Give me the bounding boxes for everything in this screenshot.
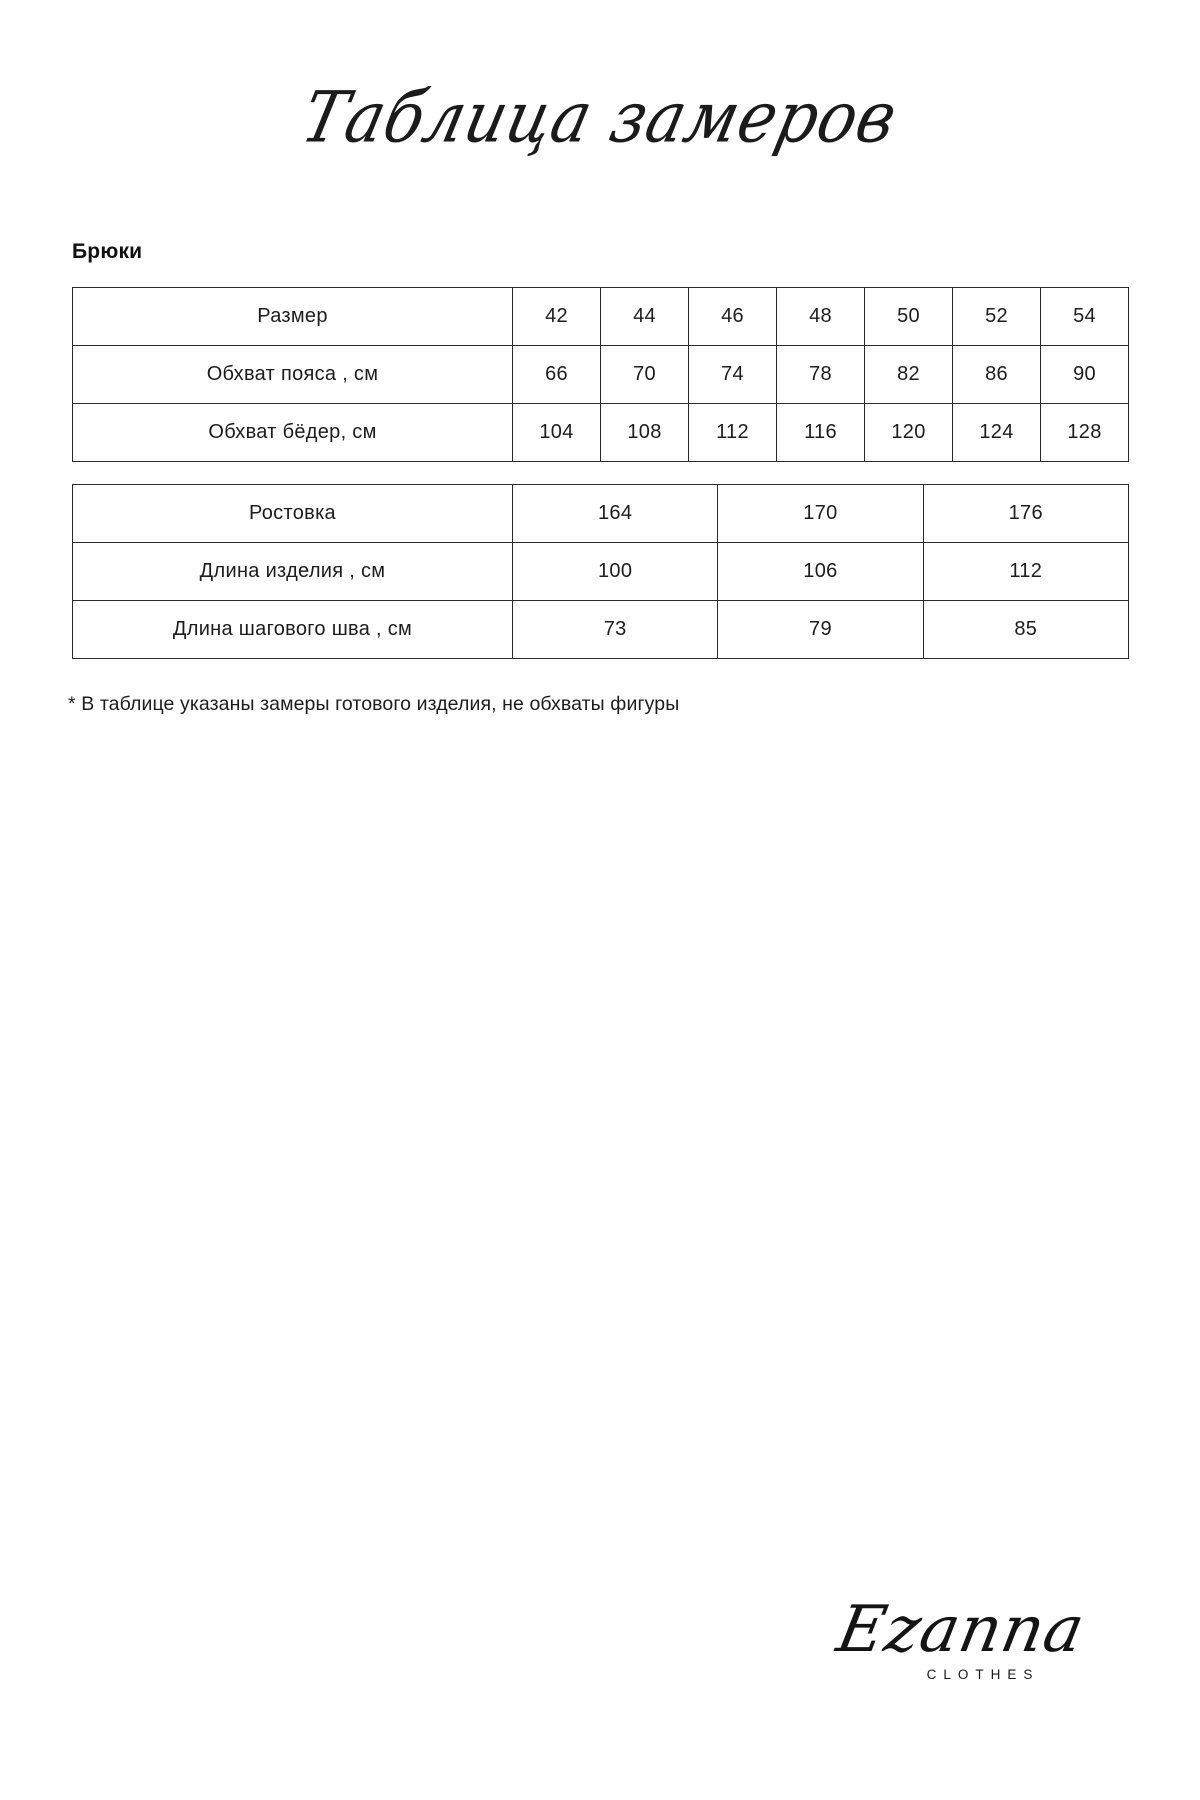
page-title-text: Таблица замеров [294, 76, 906, 158]
table-cell: 120 [864, 403, 953, 462]
brand-name: Ezanna [831, 1593, 1091, 1668]
table-cell: 112 [688, 403, 777, 462]
row-label: Обхват бёдер, см [72, 403, 513, 462]
table-cell: 70 [600, 345, 689, 404]
height-measurements-table: Ростовка 164 170 176 Длина изделия , см … [72, 484, 1129, 659]
table-cell: 54 [1040, 287, 1129, 346]
table-cell: 108 [600, 403, 689, 462]
size-table-body: Размер 42 44 46 48 50 52 54 Обхват пояса… [72, 287, 1129, 462]
table-cell: 73 [511, 600, 719, 659]
table-cell: 50 [864, 287, 953, 346]
brand-logo: Ezanna CLOTHES [796, 1593, 1126, 1682]
page-title: Таблица замеров [0, 52, 1200, 182]
table-cell: 106 [717, 542, 924, 601]
brand-tagline: CLOTHES [926, 1667, 1040, 1682]
table-cell: 66 [512, 345, 601, 404]
section-heading-trousers: Брюки [72, 240, 143, 263]
table-cell: 44 [600, 287, 689, 346]
row-label: Размер [72, 287, 513, 346]
table-cell: 100 [511, 542, 719, 601]
table-cell: 176 [922, 484, 1129, 543]
table-cell: 46 [688, 287, 777, 346]
row-label: Длина шагового шва , см [72, 600, 513, 659]
table-cell: 104 [512, 403, 601, 462]
table-row: Обхват бёдер, см 104 108 112 116 120 124… [72, 403, 1129, 462]
table-cell: 74 [688, 345, 777, 404]
footnote-note: * В таблице указаны замеры готового изде… [68, 693, 680, 715]
table-cell: 116 [776, 403, 865, 462]
row-label: Обхват пояса , см [72, 345, 513, 404]
table-cell: 85 [922, 600, 1129, 659]
table-row: Длина шагового шва , см 73 79 85 [72, 600, 1129, 659]
table-cell: 79 [717, 600, 924, 659]
table-cell: 90 [1040, 345, 1129, 404]
table-row: Обхват пояса , см 66 70 74 78 82 86 90 [72, 345, 1129, 404]
table-row: Размер 42 44 46 48 50 52 54 [72, 287, 1129, 346]
table-cell: 128 [1040, 403, 1129, 462]
table-cell: 82 [864, 345, 953, 404]
table-cell: 164 [511, 484, 719, 543]
size-measurements-table: Размер 42 44 46 48 50 52 54 Обхват пояса… [72, 287, 1129, 462]
table-cell: 86 [952, 345, 1041, 404]
table-cell: 48 [776, 287, 865, 346]
table-cell: 124 [952, 403, 1041, 462]
row-label: Длина изделия , см [72, 542, 513, 601]
height-table-body: Ростовка 164 170 176 Длина изделия , см … [72, 484, 1129, 659]
table-cell: 170 [717, 484, 924, 543]
table-cell: 112 [922, 542, 1129, 601]
table-cell: 52 [952, 287, 1041, 346]
table-row: Ростовка 164 170 176 [72, 484, 1129, 543]
table-cell: 78 [776, 345, 865, 404]
table-cell: 42 [512, 287, 601, 346]
row-label: Ростовка [72, 484, 513, 543]
table-row: Длина изделия , см 100 106 112 [72, 542, 1129, 601]
